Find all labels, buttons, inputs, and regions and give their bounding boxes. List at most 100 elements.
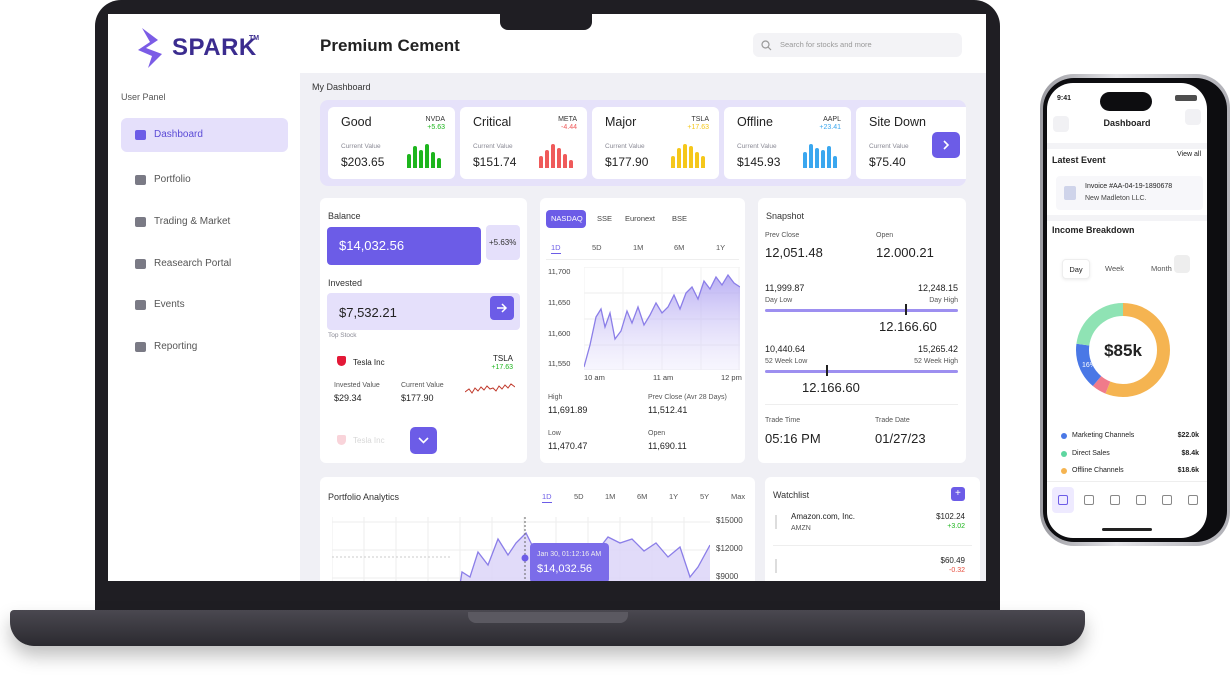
view-all[interactable]: View all [1177,151,1201,158]
search-button[interactable] [1053,116,1069,132]
add-button[interactable]: + [951,487,965,501]
tab-bar-icon[interactable] [1058,495,1068,505]
nav-item[interactable]: Portfolio [121,163,288,197]
stock-invested: $29.34 [334,393,362,403]
balance-change: +5.63% [489,238,517,247]
range-marker [905,304,907,315]
status-card[interactable]: Good NVDA +5.63 Current Value $203.65 [328,107,455,179]
balance-label: Balance [328,211,361,221]
period-tab[interactable]: Month [1151,264,1172,273]
tab-bar-active[interactable] [1052,487,1074,513]
next-button[interactable] [932,132,960,158]
nav-item[interactable]: Reporting [121,330,288,364]
price-area [584,275,740,370]
tab-bar-icon[interactable] [1136,495,1146,505]
stock-name: Tesla Inc [353,436,385,445]
range-tab[interactable]: 5D [574,492,584,501]
screen-title: Dashboard [1103,118,1151,128]
tab-bar-icon[interactable] [1084,495,1094,505]
range-current: 12.166.60 [879,319,937,334]
exchange-tab[interactable]: NASDAQ [546,210,586,228]
spark-bar [803,152,807,168]
stock-sparkline [465,383,515,394]
y-tick-label: $12000 [716,544,743,553]
stat-label: Open [648,430,666,437]
legend-value: $8.4k [1181,450,1199,457]
tab-bar-icon[interactable] [1188,495,1198,505]
home-indicator [1102,528,1152,531]
spark-bar [551,144,555,168]
tesla-logo [337,356,346,366]
range-tab[interactable]: 1D [542,492,552,503]
watchlist-panel: Watchlist + Amazon.com, Inc. AMZN $102.24 +3.… [765,477,980,581]
exchange-tab[interactable]: BSE [672,214,688,223]
laptop-hinge [468,612,628,623]
scroll-down-button[interactable] [410,427,437,454]
range-tab[interactable]: 5Y [700,492,710,501]
range-tab[interactable]: 1D [551,243,561,254]
current-value: $151.74 [473,155,517,169]
range-bar [765,370,958,373]
period-tab[interactable]: Day [1062,259,1090,279]
nav-item[interactable]: Dashboard [121,118,288,152]
range-tab[interactable]: 1M [605,492,616,501]
spark-bar [569,160,573,168]
balance-value: $14,032.56 [339,238,405,253]
status-card[interactable]: Critical META -4.44 Current Value $151.74 [460,107,587,179]
arrow-icon [943,140,950,150]
period-tab[interactable]: Week [1105,264,1125,273]
nav-item[interactable]: Trading & Market [121,205,288,239]
calendar-button[interactable] [1174,255,1190,273]
event-card[interactable]: Invoice #AA-04-19-1890678 New Madleton LL… [1056,176,1203,210]
y-tick-label: 11,600 [548,329,571,338]
range-low: 11,999.87 [765,283,805,293]
exchange-name: NASDAQ [551,214,583,223]
nav-item[interactable]: Reasearch Portal [121,247,288,281]
range-tab[interactable]: 5D [592,243,602,252]
range-high-label: Day High [929,297,958,304]
tab-bar-border [1047,481,1207,482]
stock-change: -0.32 [949,567,965,574]
exchange-tab[interactable]: SSE [597,214,613,223]
change: +17.63 [687,124,709,131]
range-tab[interactable]: 1Y [669,492,679,501]
range-tab[interactable]: 1M [633,243,644,252]
range-tab[interactable]: Max [731,492,746,501]
status-card[interactable]: Offline AAPL +23.41 Current Value $145.93 [724,107,851,179]
donut-segment [1076,303,1170,397]
stat-label: High [548,394,563,401]
range-tab[interactable]: 1Y [716,243,726,252]
stock-name: Amazon.com, Inc. [791,512,856,521]
tab-bar-icon[interactable] [1162,495,1172,505]
notification-button[interactable] [1185,109,1201,125]
status-card[interactable]: Major TSLA +17.63 Current Value $177.90 [592,107,719,179]
spark-bar [815,148,819,168]
y-tick-label: 11,650 [548,298,571,307]
stat-label: Prev Close (Avr 28 Days) [648,394,727,401]
status-time: 9:41 [1057,95,1072,102]
invested-button[interactable] [490,296,514,320]
invested-value: $7,532.21 [339,305,397,320]
laptop-screen: SPARK TM Premium Cement Search for stocks a… [108,14,986,581]
stat-value: 11,690.11 [648,441,687,451]
legend-value: $22.0k [1177,432,1199,439]
arrow-icon [497,303,508,313]
stat-value: 11,691.89 [548,405,588,415]
dashboard-heading: My Dashboard [312,82,371,92]
range-high: 12,248.15 [917,283,958,293]
balance-panel: Balance $14,032.56 +5.63% Invested $7,532.21… [320,198,527,463]
top-stock-label: Top Stock [328,332,357,339]
tooltip: Jan 30, 01:12:16 AM $14,032.56 [530,543,609,581]
nav-item[interactable]: Events [121,288,288,322]
spark-bar [419,150,423,168]
nav-label: Events [154,299,185,310]
stock-current: $177.90 [401,393,434,403]
range-tab[interactable]: 6M [674,243,685,252]
tab-bar-icon[interactable] [1110,495,1120,505]
search-box[interactable]: Search for stocks and more [753,33,962,57]
exchange-tab[interactable]: Euronext [625,214,656,223]
portfolio-panel: Portfolio Analytics 1D 5D 1M 6M 1Y 5Y Max $15000… [320,477,755,581]
phone-screen: 9:41 Dashboard Latest Event View all Invoice… [1047,83,1207,538]
current-value: $75.40 [869,155,906,169]
range-tab[interactable]: 6M [637,492,648,501]
